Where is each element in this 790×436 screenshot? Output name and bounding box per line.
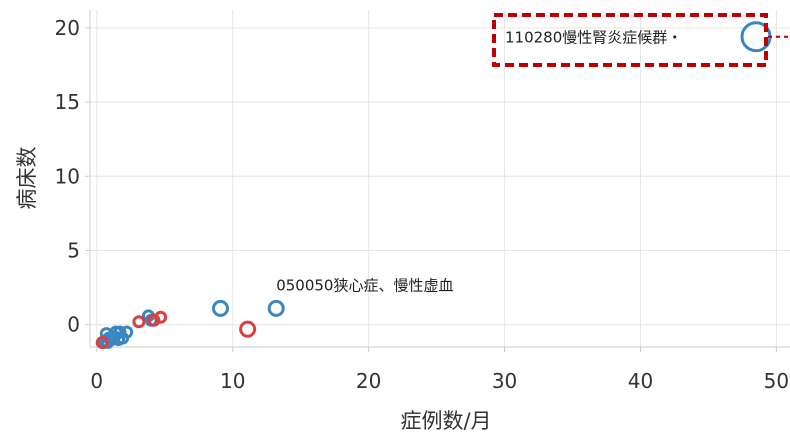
y-tick-label: 20 — [55, 16, 80, 40]
x-tick-label: 50 — [764, 369, 789, 393]
annotation-label: 110280慢性腎炎症候群・ — [505, 29, 682, 47]
data-point — [101, 336, 115, 350]
data-point — [132, 315, 146, 329]
y-tick-label: 10 — [55, 164, 80, 188]
data-point — [95, 336, 109, 350]
y-tick-label: 0 — [67, 313, 80, 337]
data-point — [239, 320, 257, 338]
axes — [85, 10, 790, 352]
y-tick-label: 15 — [55, 90, 80, 114]
grid-lines — [90, 10, 790, 347]
x-tick-label: 40 — [628, 369, 653, 393]
x-tick-label: 10 — [220, 369, 245, 393]
data-point — [147, 313, 161, 327]
x-tick-label: 0 — [90, 369, 103, 393]
y-tick-label: 5 — [67, 239, 80, 263]
y-axis-title: 病床数 — [15, 147, 39, 210]
x-axis-title: 症例数/月 — [400, 409, 491, 433]
annotations: 110280慢性腎炎症候群・ 050050狭心症、慢性虚血 — [276, 13, 790, 294]
data-point — [112, 333, 126, 347]
highlight-box — [492, 13, 768, 67]
x-tick-label: 20 — [356, 369, 381, 393]
data-point — [154, 310, 168, 324]
data-point — [211, 299, 229, 317]
data-points — [95, 21, 772, 350]
x-tick-label: 30 — [492, 369, 517, 393]
tick-labels: 0 10 20 30 40 50 0 5 10 15 20 — [55, 16, 790, 393]
annotation-label: 050050狭心症、慢性虚血 — [276, 276, 453, 294]
data-point — [267, 299, 285, 317]
